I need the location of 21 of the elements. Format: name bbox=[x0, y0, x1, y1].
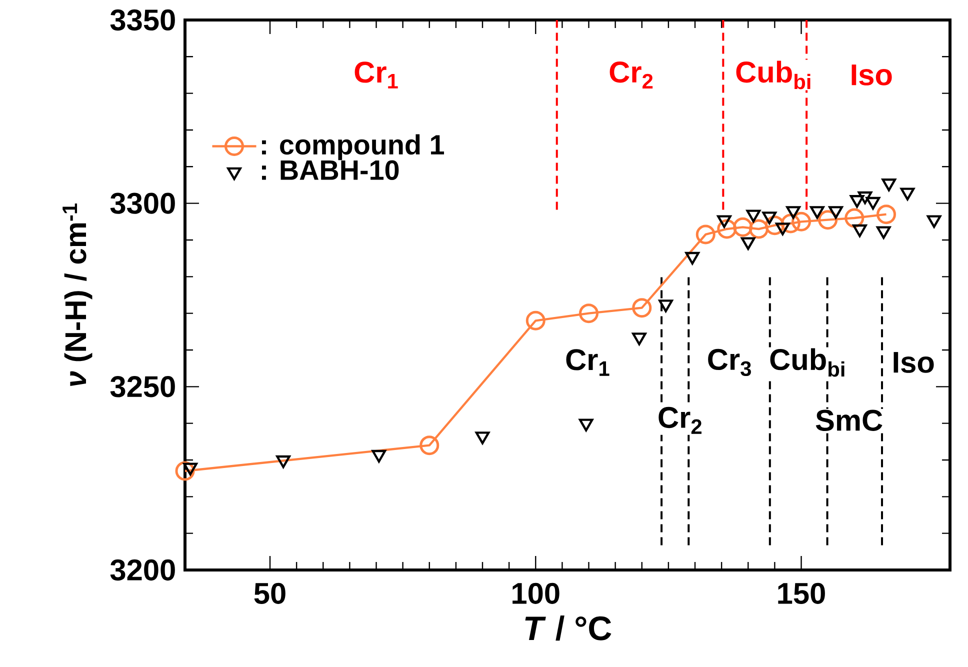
legend-label: : compound 1 bbox=[262, 134, 444, 160]
x-tick-label: 100 bbox=[512, 582, 560, 604]
annotation: Cr$_{2}$ bbox=[658, 406, 702, 434]
annotation: Iso bbox=[852, 64, 892, 86]
annotation: Cr$_{3}$ bbox=[708, 348, 751, 376]
annotation: Cr$_{1}$ bbox=[354, 62, 398, 88]
annotation: Cub$_{bi}$ bbox=[736, 60, 810, 90]
x-axis-title: T / °C bbox=[525, 615, 612, 641]
annotation: SmC bbox=[816, 410, 882, 431]
annotation: Iso bbox=[894, 352, 934, 373]
y-axis-title: ν (N-H) / cm$^{-1}$ bbox=[62, 204, 92, 386]
y-tick-label: 3200 bbox=[110, 559, 175, 581]
annotation: Cub$_{bi}$ bbox=[770, 348, 844, 377]
y-tick-label: 3250 bbox=[110, 376, 175, 398]
legend-label: : BABH-10 bbox=[262, 160, 399, 180]
annotation: Cr$_{1}$ bbox=[566, 349, 610, 376]
x-tick-label: 150 bbox=[778, 582, 825, 604]
y-tick-label: 3350 bbox=[110, 9, 175, 31]
x-tick-label: 50 bbox=[254, 582, 286, 604]
y-tick-label: 3300 bbox=[110, 192, 175, 214]
annotation: Cr$_{2}$ bbox=[610, 62, 653, 88]
